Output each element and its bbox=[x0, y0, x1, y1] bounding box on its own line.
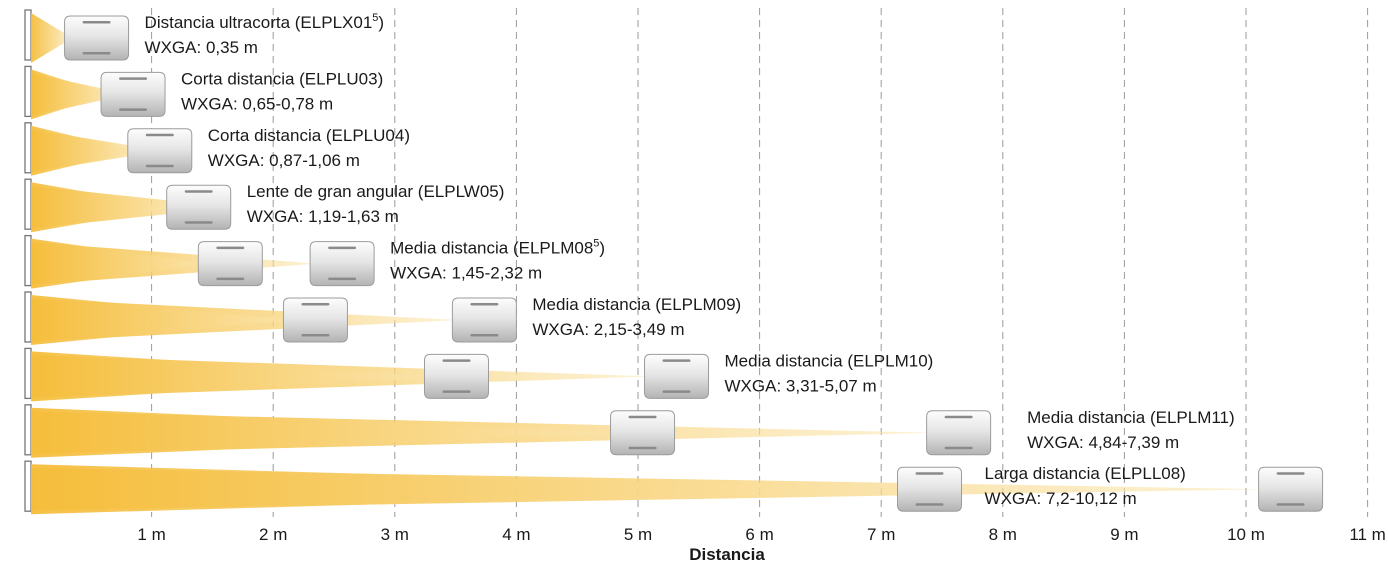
projector-icon bbox=[451, 297, 517, 343]
light-beam bbox=[31, 295, 292, 345]
x-axis-title: Distancia bbox=[689, 545, 765, 564]
lens-row: Media distancia (ELPLM09) WXGA: 2,15-3,49… bbox=[31, 295, 741, 345]
lens-range: WXGA: 1,45-2,32 m bbox=[390, 264, 542, 283]
projector-icon bbox=[166, 184, 232, 230]
lens-row: Corta distancia (ELPLU04) WXGA: 0,87-1,06… bbox=[31, 125, 410, 176]
lens-range: WXGA: 1,19-1,63 m bbox=[247, 207, 399, 226]
lens-name: Distancia ultracorta (ELPLX015) bbox=[145, 12, 385, 32]
projector-icon bbox=[197, 241, 263, 287]
lens-range: WXGA: 0,35 m bbox=[145, 38, 258, 57]
lens-name: Media distancia (ELPLM11) bbox=[1027, 408, 1235, 427]
light-beam bbox=[31, 238, 207, 289]
screens bbox=[24, 9, 32, 512]
light-beam bbox=[31, 69, 110, 120]
light-beam bbox=[31, 351, 433, 402]
projector-icon bbox=[1258, 466, 1324, 512]
x-tick-label: 8 m bbox=[989, 525, 1017, 544]
screen bbox=[24, 9, 32, 61]
projector-icon bbox=[610, 410, 676, 456]
projector-icon bbox=[926, 410, 992, 456]
screen bbox=[24, 234, 32, 287]
projector-icon bbox=[64, 15, 130, 61]
x-tick-label: 1 m bbox=[137, 525, 165, 544]
lens-row: Distancia ultracorta (ELPLX015) WXGA: 0,3… bbox=[31, 12, 384, 63]
x-tick-label: 4 m bbox=[502, 525, 530, 544]
screen bbox=[24, 460, 32, 512]
x-tick-label: 6 m bbox=[745, 525, 773, 544]
lens-rows: Distancia ultracorta (ELPLX015) WXGA: 0,3… bbox=[31, 12, 1324, 515]
x-tick-label: 3 m bbox=[381, 525, 409, 544]
lens-name: Media distancia (ELPLM09) bbox=[532, 295, 741, 314]
screen bbox=[24, 178, 32, 230]
lens-row: Media distancia (ELPLM085) WXGA: 1,45-2,3… bbox=[31, 238, 605, 289]
screen bbox=[24, 404, 32, 456]
projector-icon bbox=[100, 71, 166, 117]
x-tick-label: 7 m bbox=[867, 525, 895, 544]
screen bbox=[24, 122, 32, 174]
light-beam bbox=[31, 13, 73, 63]
screen bbox=[24, 291, 32, 343]
grid-lines bbox=[151, 8, 1369, 517]
light-beam bbox=[31, 464, 906, 515]
lens-name: Media distancia (ELPLM10) bbox=[725, 351, 934, 370]
lens-name: Lente de gran angular (ELPLW05) bbox=[247, 182, 505, 201]
projector-icon bbox=[644, 353, 710, 399]
lens-range: WXGA: 0,87-1,06 m bbox=[208, 151, 360, 170]
lens-name: Corta distancia (ELPLU04) bbox=[208, 126, 410, 145]
lens-row: Larga distancia (ELPLL08) WXGA: 7,2-10,12… bbox=[31, 464, 1324, 515]
lens-name: Media distancia (ELPLM085) bbox=[390, 238, 605, 258]
x-tick-label: 5 m bbox=[624, 525, 652, 544]
lens-range: WXGA: 3,31-5,07 m bbox=[725, 376, 877, 395]
lens-range: WXGA: 2,15-3,49 m bbox=[532, 320, 684, 339]
lens-name: Corta distancia (ELPLU03) bbox=[181, 69, 383, 88]
lens-row: Lente de gran angular (ELPLW05) WXGA: 1,1… bbox=[31, 182, 505, 233]
lens-row: Corta distancia (ELPLU03) WXGA: 0,65-0,78… bbox=[31, 69, 383, 120]
lens-range: WXGA: 7,2-10,12 m bbox=[985, 489, 1137, 508]
light-beam bbox=[31, 182, 175, 233]
x-tick-label: 11 m bbox=[1349, 525, 1386, 544]
projector-icon bbox=[423, 353, 489, 399]
screen bbox=[24, 65, 32, 118]
x-tick-label: 9 m bbox=[1110, 525, 1138, 544]
lens-row: Media distancia (ELPLM10) WXGA: 3,31-5,07… bbox=[31, 351, 934, 402]
projector-icon bbox=[897, 466, 963, 512]
x-tick-label: 10 m bbox=[1227, 525, 1265, 544]
screen bbox=[24, 347, 32, 400]
lens-range: WXGA: 0,65-0,78 m bbox=[181, 94, 333, 113]
projector-icon bbox=[309, 241, 375, 287]
x-tick-label: 2 m bbox=[259, 525, 287, 544]
projector-icon bbox=[282, 297, 348, 343]
light-beam bbox=[31, 407, 619, 458]
lens-row: Media distancia (ELPLM11) WXGA: 4,84-7,39… bbox=[31, 407, 1235, 458]
projector-icon bbox=[127, 128, 193, 174]
x-axis: 1 m 2 m 3 m 4 m 5 m 6 m 7 m 8 m 9 m 10 m 11 m bbox=[137, 525, 1385, 544]
lens-range: WXGA: 4,84-7,39 m bbox=[1027, 433, 1179, 452]
lens-name: Larga distancia (ELPLL08) bbox=[985, 464, 1186, 483]
light-beam bbox=[31, 125, 136, 176]
